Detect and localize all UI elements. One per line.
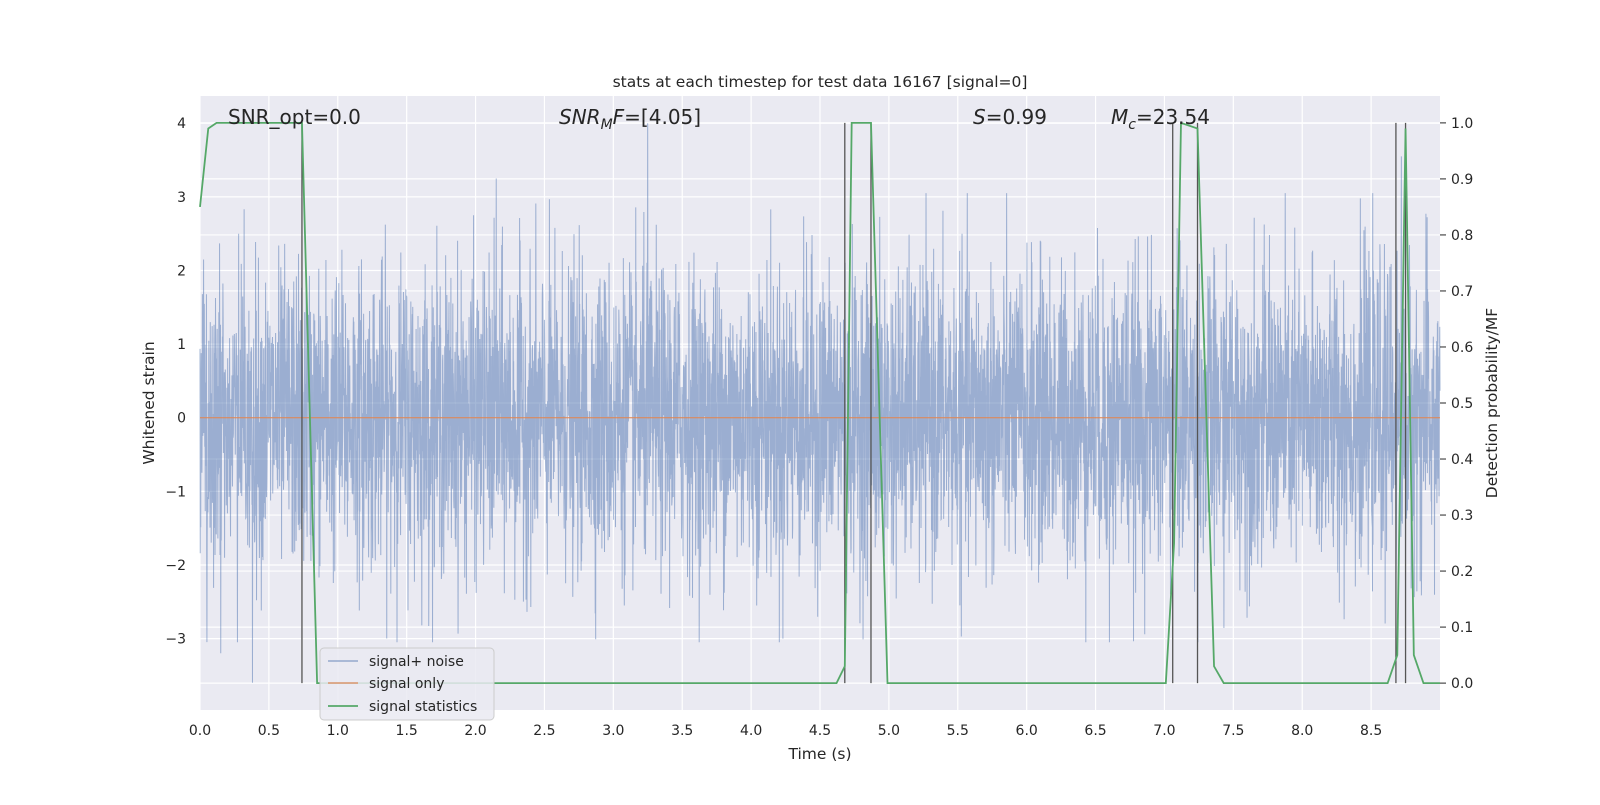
annotation-mc: Mc=23.54 — [1111, 105, 1210, 133]
y2-tick-label: 0.1 — [1451, 620, 1473, 636]
x-tick-label: 3.0 — [602, 723, 624, 739]
statistics-series — [199, 121, 1440, 685]
x-tick-label: 1.0 — [327, 723, 349, 739]
y-tick-label: 0 — [177, 411, 186, 427]
y2-tick-label: 0.2 — [1451, 564, 1473, 580]
x-tick-label: 6.5 — [1084, 723, 1106, 739]
x-tick-label: 2.0 — [464, 723, 486, 739]
y2-tick-label: 1.0 — [1451, 116, 1473, 132]
noise-line — [199, 123, 1441, 683]
x-tick-label: 6.0 — [1016, 723, 1038, 739]
x-tick-label: 7.0 — [1153, 723, 1175, 739]
x-tick-label: 0.0 — [189, 723, 211, 739]
y-tick-label: 2 — [177, 263, 186, 279]
x-tick-label: 4.0 — [740, 723, 762, 739]
x-tick-label: 5.5 — [947, 723, 969, 739]
x-tick-label: 8.0 — [1291, 723, 1313, 739]
y2-tick-label: 0.5 — [1451, 396, 1473, 412]
annotation-s: S=0.99 — [973, 105, 1047, 129]
legend-box — [319, 647, 495, 721]
tick-labels: 0.0 0.5 1.0 1.5 2.0 2.5 3.0 3.5 4.0 4.5 5.0 5.5 6.0 6… — [165, 116, 1473, 739]
y-tick-label: 1 — [177, 337, 186, 353]
annotation-snr-opt: SNR_opt=0.0 — [228, 105, 361, 129]
legend: signal+ noise signal only signal statist… — [319, 647, 495, 721]
y2-tick-label: 0.7 — [1451, 284, 1473, 300]
noise-series — [199, 123, 1441, 683]
y-tick-label: 4 — [177, 116, 186, 132]
y2-tick-label: 0.4 — [1451, 452, 1473, 468]
y-tick-label: −3 — [165, 632, 186, 648]
x-axis-label: Time (s) — [787, 745, 851, 763]
y2-tick-label: 0.0 — [1451, 676, 1473, 692]
statistics-line — [199, 121, 1440, 685]
y2-tick-label: 0.8 — [1451, 228, 1473, 244]
x-tick-label: 3.5 — [671, 723, 693, 739]
x-tick-label: 8.5 — [1360, 723, 1382, 739]
annotation-snr-mf: SNRMF=[4.05] — [559, 105, 701, 133]
x-tick-label: 2.5 — [533, 723, 555, 739]
x-tick-label: 4.5 — [809, 723, 831, 739]
y-tick-label: −2 — [165, 558, 186, 574]
x-tick-label: 5.0 — [878, 723, 900, 739]
y2-tick-label: 0.9 — [1451, 172, 1473, 188]
y-tick-label: 3 — [177, 190, 186, 206]
legend-label-statistics: signal statistics — [369, 699, 477, 715]
y2-axis-label: Detection probability/MF — [1483, 308, 1501, 499]
legend-label-noise: signal+ noise — [369, 654, 464, 670]
y-tick-label: −1 — [165, 484, 186, 500]
y2-tick-label: 0.3 — [1451, 508, 1473, 524]
y2-tick-label: 0.6 — [1451, 340, 1473, 356]
x-tick-label: 1.5 — [396, 723, 418, 739]
chart-title: stats at each timestep for test data 161… — [613, 73, 1028, 91]
y-axis-label: Whitened strain — [140, 341, 158, 464]
x-tick-label: 0.5 — [258, 723, 280, 739]
x-tick-label: 7.5 — [1222, 723, 1244, 739]
legend-label-signal-only: signal only — [369, 676, 444, 692]
mf-trigger-lines — [301, 122, 1407, 684]
